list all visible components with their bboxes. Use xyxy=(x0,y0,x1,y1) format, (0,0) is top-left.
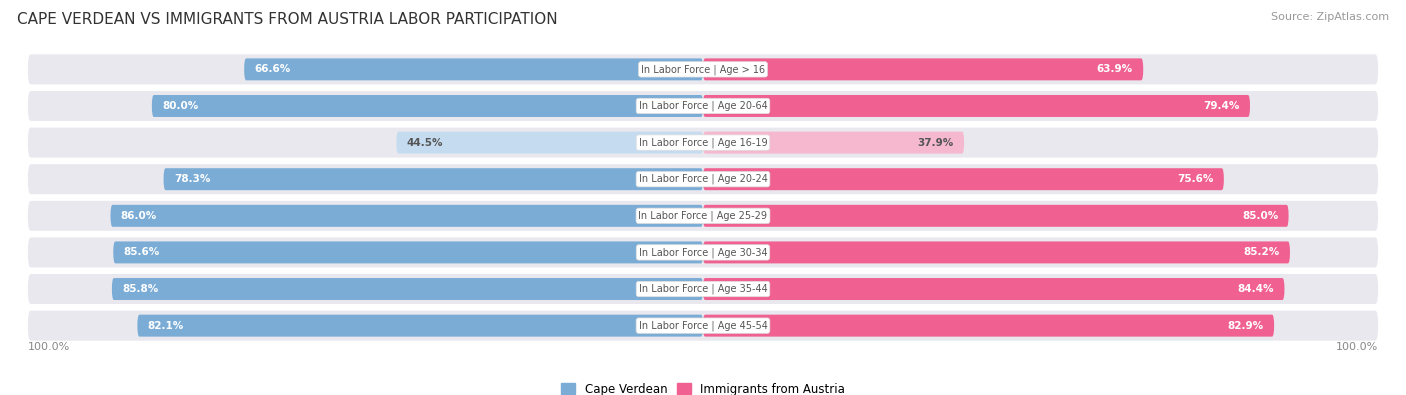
FancyBboxPatch shape xyxy=(28,310,1378,340)
FancyBboxPatch shape xyxy=(28,91,1378,121)
FancyBboxPatch shape xyxy=(703,95,1250,117)
FancyBboxPatch shape xyxy=(703,278,1285,300)
Legend: Cape Verdean, Immigrants from Austria: Cape Verdean, Immigrants from Austria xyxy=(561,383,845,395)
Text: 85.2%: 85.2% xyxy=(1243,247,1279,258)
Text: In Labor Force | Age 25-29: In Labor Force | Age 25-29 xyxy=(638,211,768,221)
FancyBboxPatch shape xyxy=(28,55,1378,85)
Text: 85.0%: 85.0% xyxy=(1241,211,1278,221)
FancyBboxPatch shape xyxy=(703,241,1289,263)
FancyBboxPatch shape xyxy=(28,128,1378,158)
Text: CAPE VERDEAN VS IMMIGRANTS FROM AUSTRIA LABOR PARTICIPATION: CAPE VERDEAN VS IMMIGRANTS FROM AUSTRIA … xyxy=(17,12,558,27)
Text: 86.0%: 86.0% xyxy=(121,211,157,221)
Text: 100.0%: 100.0% xyxy=(1336,342,1378,352)
Text: 85.8%: 85.8% xyxy=(122,284,159,294)
Text: Source: ZipAtlas.com: Source: ZipAtlas.com xyxy=(1271,12,1389,22)
Text: 75.6%: 75.6% xyxy=(1177,174,1213,184)
FancyBboxPatch shape xyxy=(28,237,1378,267)
Text: 80.0%: 80.0% xyxy=(162,101,198,111)
FancyBboxPatch shape xyxy=(396,132,703,154)
Text: 100.0%: 100.0% xyxy=(28,342,70,352)
Text: 82.1%: 82.1% xyxy=(148,321,184,331)
FancyBboxPatch shape xyxy=(245,58,703,80)
FancyBboxPatch shape xyxy=(703,168,1223,190)
Text: 44.5%: 44.5% xyxy=(406,137,443,148)
Text: In Labor Force | Age 20-24: In Labor Force | Age 20-24 xyxy=(638,174,768,184)
Text: 66.6%: 66.6% xyxy=(254,64,291,74)
Text: 84.4%: 84.4% xyxy=(1237,284,1274,294)
FancyBboxPatch shape xyxy=(112,278,703,300)
FancyBboxPatch shape xyxy=(111,205,703,227)
Text: In Labor Force | Age 45-54: In Labor Force | Age 45-54 xyxy=(638,320,768,331)
Text: 78.3%: 78.3% xyxy=(174,174,211,184)
Text: In Labor Force | Age 35-44: In Labor Force | Age 35-44 xyxy=(638,284,768,294)
FancyBboxPatch shape xyxy=(138,315,703,337)
Text: 79.4%: 79.4% xyxy=(1204,101,1240,111)
FancyBboxPatch shape xyxy=(28,164,1378,194)
FancyBboxPatch shape xyxy=(703,315,1274,337)
FancyBboxPatch shape xyxy=(28,274,1378,304)
FancyBboxPatch shape xyxy=(114,241,703,263)
Text: In Labor Force | Age 30-34: In Labor Force | Age 30-34 xyxy=(638,247,768,258)
Text: 63.9%: 63.9% xyxy=(1097,64,1133,74)
Text: In Labor Force | Age 16-19: In Labor Force | Age 16-19 xyxy=(638,137,768,148)
Text: 85.6%: 85.6% xyxy=(124,247,160,258)
FancyBboxPatch shape xyxy=(28,201,1378,231)
FancyBboxPatch shape xyxy=(703,132,965,154)
FancyBboxPatch shape xyxy=(703,58,1143,80)
FancyBboxPatch shape xyxy=(163,168,703,190)
FancyBboxPatch shape xyxy=(152,95,703,117)
Text: 82.9%: 82.9% xyxy=(1227,321,1264,331)
Text: 37.9%: 37.9% xyxy=(918,137,953,148)
Text: In Labor Force | Age > 16: In Labor Force | Age > 16 xyxy=(641,64,765,75)
Text: In Labor Force | Age 20-64: In Labor Force | Age 20-64 xyxy=(638,101,768,111)
FancyBboxPatch shape xyxy=(703,205,1289,227)
